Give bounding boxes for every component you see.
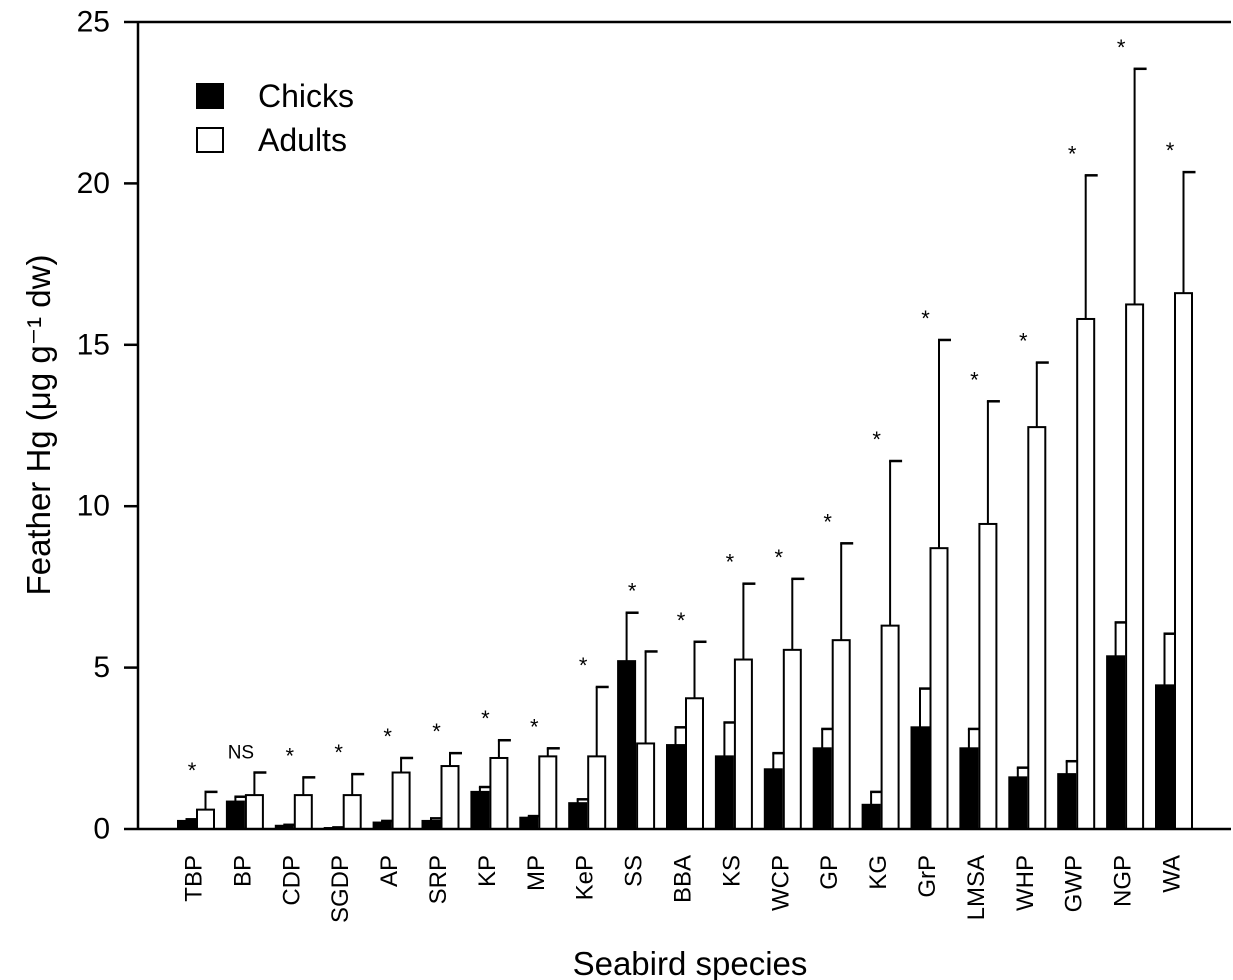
bar-adults-wa xyxy=(1174,292,1193,831)
legend-swatch-adults xyxy=(196,127,224,153)
bar-chicks-bp xyxy=(225,800,245,831)
x-tick-label: WCP xyxy=(767,855,794,911)
bar-adults-gwp xyxy=(1076,317,1096,830)
bar-adults-cdp xyxy=(293,794,313,831)
x-tick-label: BP xyxy=(229,855,256,887)
significance-label: * xyxy=(334,740,343,765)
bar-adults-kep xyxy=(587,755,607,830)
significance-label: * xyxy=(775,545,784,570)
significance-label: * xyxy=(579,653,588,678)
bar-adults-ap xyxy=(391,771,411,831)
x-tick-label: KG xyxy=(865,855,892,890)
x-axis-title: Seabird species xyxy=(573,945,808,980)
legend-label-chicks: Chicks xyxy=(258,78,354,114)
significance-label: * xyxy=(530,714,539,739)
x-tick-label: GP xyxy=(816,855,843,890)
significance-label: * xyxy=(872,427,881,452)
x-tick-label: LMSA xyxy=(963,855,990,920)
x-tick-label: GrP xyxy=(914,855,941,898)
significance-label: * xyxy=(921,306,930,331)
bar-chicks-gp xyxy=(812,747,832,830)
x-tick-label: SRP xyxy=(425,855,452,904)
significance-label: * xyxy=(970,367,979,392)
x-tick-label: WA xyxy=(1159,855,1186,893)
axes: TBP BP CDP SGDP AP SRP KP MP KeP SS BBA KS WCP GP KG Gr… xyxy=(77,6,1231,923)
bar-adults-ks xyxy=(733,658,753,831)
x-tick-label: KS xyxy=(718,855,745,887)
x-tick-label: MP xyxy=(523,855,550,891)
y-tick-label: 25 xyxy=(77,6,110,39)
bar-adults-kg xyxy=(880,624,900,830)
significance-label: * xyxy=(432,719,441,744)
bar-chicks-ks xyxy=(714,755,734,830)
x-tick-label: KP xyxy=(474,855,501,887)
x-tick-label: GWP xyxy=(1061,855,1088,912)
y-tick-label: 10 xyxy=(77,490,110,523)
y-axis-title: Feather Hg (μg g⁻¹ dw) xyxy=(20,255,57,596)
bar-adults-ngp xyxy=(1125,303,1145,830)
bar-adults-lmsa xyxy=(978,522,998,830)
bar-adults-mp xyxy=(538,755,558,830)
bar-chicks-wcp xyxy=(763,768,783,830)
bar-adults-srp xyxy=(440,765,460,831)
significance-label: * xyxy=(1068,141,1077,166)
bar-adults-bp xyxy=(244,794,264,831)
bar-chicks-mp xyxy=(519,816,539,831)
significance-label: * xyxy=(383,724,392,749)
bar-chicks-wa xyxy=(1155,684,1174,830)
significance-label: * xyxy=(1117,35,1126,60)
significance-label: NS xyxy=(228,743,254,764)
bar-adults-gp xyxy=(831,639,851,830)
bar-adults-wcp xyxy=(782,648,802,831)
bar-chicks-whp xyxy=(1008,776,1028,830)
y-tick-label: 20 xyxy=(77,167,110,200)
legend-label-adults: Adults xyxy=(258,122,347,158)
bar-chicks-grp xyxy=(910,726,930,830)
bar-chicks-gwp xyxy=(1057,773,1077,831)
bar-adults-whp xyxy=(1027,426,1047,830)
significance-label: * xyxy=(286,743,295,768)
significance-label: * xyxy=(823,509,832,534)
plot-area: * NS * * * * * * * * * * * * * * * * * * * xyxy=(177,35,1196,831)
y-tick-label: 0 xyxy=(93,813,110,846)
bar-adults-kp xyxy=(489,756,509,831)
x-tick-label: SS xyxy=(621,855,648,887)
x-tick-label: NGP xyxy=(1110,855,1137,907)
x-tick-label: AP xyxy=(376,855,403,887)
y-tick-label: 15 xyxy=(77,328,110,361)
significance-label: * xyxy=(677,608,686,633)
x-tick-label: KeP xyxy=(572,855,599,900)
significance-label: * xyxy=(628,579,637,604)
significance-label: * xyxy=(1166,138,1175,163)
bar-chicks-kg xyxy=(861,803,881,830)
x-tick-label: BBA xyxy=(670,855,697,903)
bar-adults-grp xyxy=(929,547,949,830)
bar-chicks-lmsa xyxy=(959,747,979,830)
significance-label: * xyxy=(481,706,490,731)
bar-chicks-ss xyxy=(617,660,637,830)
y-tick-label: 5 xyxy=(93,651,110,684)
x-tick-label: SGDP xyxy=(327,855,354,923)
x-tick-label: TBP xyxy=(181,855,208,902)
bar-chicks-kep xyxy=(568,802,588,831)
significance-label: * xyxy=(1019,329,1028,354)
x-tick-label: CDP xyxy=(278,855,305,906)
significance-label: * xyxy=(726,550,735,575)
bar-adults-sgdp xyxy=(342,794,362,831)
bar-chicks-bba xyxy=(666,744,685,831)
bar-adults-ss xyxy=(636,742,656,831)
x-tick-label: WHP xyxy=(1012,855,1039,911)
significance-label: * xyxy=(188,758,197,783)
bar-chicks-kp xyxy=(470,790,490,830)
bar-chicks-ngp xyxy=(1106,655,1126,830)
legend-swatch-chicks xyxy=(196,83,224,109)
bar-adults-bba xyxy=(685,697,704,830)
bar-adults-tbp xyxy=(196,808,215,831)
legend: Chicks Adults xyxy=(196,78,354,158)
